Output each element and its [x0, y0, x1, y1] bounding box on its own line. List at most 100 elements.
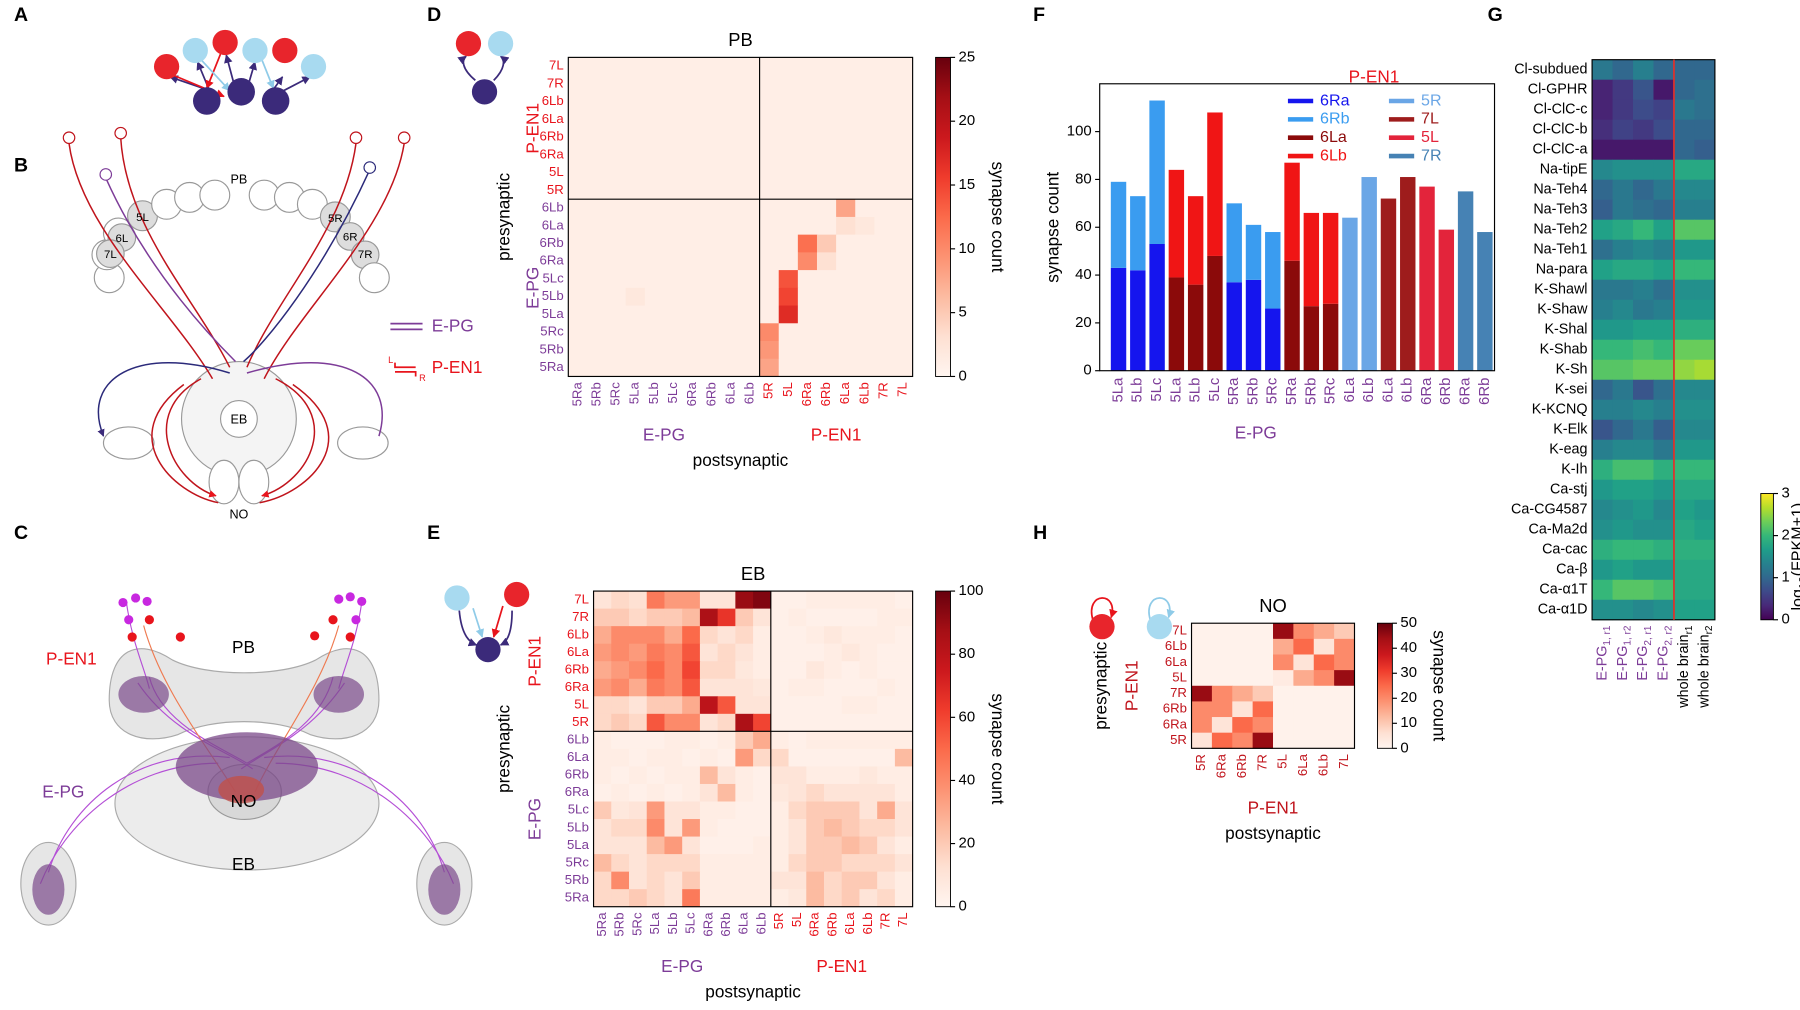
heatmap-cell: [611, 871, 630, 890]
heatmap-cell: [836, 110, 856, 129]
heatmap-cell: [644, 163, 665, 182]
heatmap-cell: [740, 181, 761, 200]
heatmap-cell: [841, 836, 860, 855]
heatmap-cell: [683, 199, 703, 218]
heatmap-cell: [717, 608, 736, 627]
heatmap-cell: [683, 287, 703, 307]
heatmap-cell: [778, 128, 799, 147]
heatmap-cell: [644, 323, 665, 342]
heatmap-cell: [816, 163, 837, 182]
heatmap-cell: [664, 608, 683, 627]
heatmap-cell: [877, 783, 896, 802]
heatmap-cell: [753, 871, 772, 890]
heatmap-cell: [1273, 717, 1294, 734]
heatmap-cell: [806, 748, 825, 767]
heatmap-cell: [816, 181, 837, 200]
heatmap-cell: [823, 678, 843, 697]
heatmap-cell: [1653, 279, 1675, 301]
heatmap-cell: [874, 323, 894, 342]
row-label: 6Rb: [1163, 701, 1187, 716]
heatmap-cell: [1653, 79, 1675, 101]
column-label: 5Lb: [665, 912, 680, 934]
row-label: 6Lb: [1165, 638, 1187, 653]
heatmap-cell: [593, 591, 612, 610]
heatmap-cell: [855, 234, 875, 253]
column-group-label: E-PG: [643, 425, 685, 445]
heatmap-cell: [721, 270, 741, 289]
bar-segment: [1110, 267, 1127, 371]
heatmap-cell: [759, 163, 780, 182]
heatmap-cell: [646, 696, 665, 715]
row-label: 5L: [574, 697, 589, 712]
heatmap-cell: [664, 836, 683, 855]
legend-label: E-PG: [432, 316, 474, 336]
heatmap-cell: [894, 889, 914, 908]
bar-segment: [1130, 196, 1146, 271]
heatmap-cell: [893, 341, 914, 360]
region-label: PB: [232, 637, 255, 657]
heatmap-cell: [629, 643, 648, 662]
heatmap-cell: [568, 305, 588, 324]
heatmap-cell: [1633, 119, 1654, 141]
heatmap-cell: [1653, 159, 1675, 181]
heatmap-cell: [859, 608, 878, 627]
heatmap-cell: [1313, 717, 1335, 734]
heatmap-cell: [874, 199, 894, 218]
heatmap-cell: [1653, 299, 1675, 321]
heatmap-cell: [778, 323, 799, 342]
row-label: 5R: [547, 182, 564, 197]
heatmap-cell: [606, 163, 627, 182]
heatmap-cell: [717, 801, 736, 820]
heatmap: 7L7R6Lb6La6Rb6Ra5L5R6Lb6La6Rb6Ra5Lc5Lb5L…: [494, 563, 1008, 1001]
heatmap-cell: [797, 128, 818, 147]
column-label: 5R: [761, 382, 776, 399]
heatmap-cell: [894, 783, 914, 802]
heatmap-cell: [1673, 279, 1695, 301]
heatmap-cell: [859, 591, 878, 610]
heatmap-cell: [721, 181, 741, 200]
heatmap-cell: [836, 216, 856, 236]
heatmap-cell: [877, 801, 896, 820]
column-label-sub: r2: [1704, 625, 1715, 634]
heatmap-cell: [797, 163, 818, 182]
column-label: 7L: [895, 912, 910, 927]
heatmap-cell: [735, 783, 754, 802]
heatmap-cell: [699, 696, 719, 715]
heatmap-cell: [702, 181, 722, 200]
x-tick-label: 5Lb: [1129, 378, 1146, 403]
heatmap-cell: [611, 766, 630, 785]
heatmap-cell: [699, 626, 719, 645]
heatmap-cell: [855, 146, 875, 165]
heatmap-cell: [1293, 638, 1315, 655]
heatmap-cell: [1313, 638, 1335, 655]
heatmap-cell: [1694, 559, 1716, 581]
row-label: 5Ra: [540, 359, 565, 374]
colorbar-tick-label: 1: [1781, 569, 1789, 586]
row-label: 6Lb: [567, 626, 589, 641]
heatmap-cell: [1592, 339, 1614, 361]
heatmap-cell: [759, 305, 780, 324]
heatmap-cell: [1694, 119, 1716, 141]
heatmap-cell: [1673, 99, 1695, 121]
heatmap-cell: [593, 608, 612, 627]
heatmap-cell: [629, 889, 648, 908]
heatmap-cell: [1211, 654, 1233, 671]
heatmap-cell: [740, 110, 761, 129]
heatmap-cell: [1592, 539, 1614, 561]
row-label: Ca-α1T: [1539, 582, 1587, 598]
heatmap-cell: [770, 836, 790, 855]
heatmap-cell: [1592, 99, 1614, 121]
heatmap-cell: [593, 731, 612, 750]
heatmap-cell: [770, 783, 790, 802]
column-label: 6Ra: [807, 912, 822, 937]
heatmap-cell: [611, 819, 630, 838]
heatmap-cell: [816, 92, 837, 112]
colorbar: [935, 590, 951, 908]
colorbar-tick-label: 0: [1781, 611, 1789, 628]
heatmap-cell: [859, 643, 878, 662]
heatmap-cell: [753, 643, 772, 662]
row-label: 6La: [567, 644, 590, 659]
heatmap-cell: [1633, 219, 1654, 241]
heatmap-cell: [806, 731, 825, 750]
heatmap-cell: [1653, 399, 1675, 421]
